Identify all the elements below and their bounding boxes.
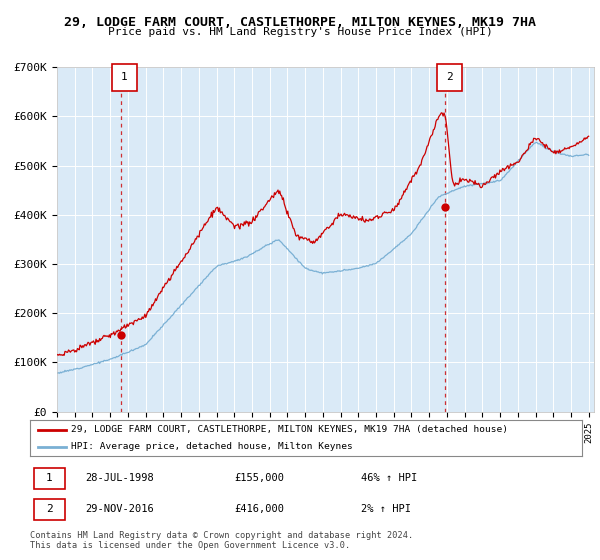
Text: 46% ↑ HPI: 46% ↑ HPI [361,473,418,483]
Text: £416,000: £416,000 [234,505,284,514]
Text: Price paid vs. HM Land Registry's House Price Index (HPI): Price paid vs. HM Land Registry's House … [107,27,493,37]
Text: 1: 1 [121,72,128,82]
Text: 28-JUL-1998: 28-JUL-1998 [85,473,154,483]
Text: 29-NOV-2016: 29-NOV-2016 [85,505,154,514]
FancyBboxPatch shape [34,499,65,520]
Text: 2% ↑ HPI: 2% ↑ HPI [361,505,411,514]
Text: HPI: Average price, detached house, Milton Keynes: HPI: Average price, detached house, Milt… [71,442,353,451]
FancyBboxPatch shape [437,63,461,91]
Text: 2: 2 [446,72,452,82]
Text: 29, LODGE FARM COURT, CASTLETHORPE, MILTON KEYNES, MK19 7HA (detached house): 29, LODGE FARM COURT, CASTLETHORPE, MILT… [71,426,508,435]
FancyBboxPatch shape [34,468,65,489]
Text: 2: 2 [46,505,53,514]
Text: 29, LODGE FARM COURT, CASTLETHORPE, MILTON KEYNES, MK19 7HA: 29, LODGE FARM COURT, CASTLETHORPE, MILT… [64,16,536,29]
FancyBboxPatch shape [112,63,137,91]
Text: Contains HM Land Registry data © Crown copyright and database right 2024.
This d: Contains HM Land Registry data © Crown c… [30,531,413,550]
Text: 1: 1 [46,473,53,483]
Text: £155,000: £155,000 [234,473,284,483]
